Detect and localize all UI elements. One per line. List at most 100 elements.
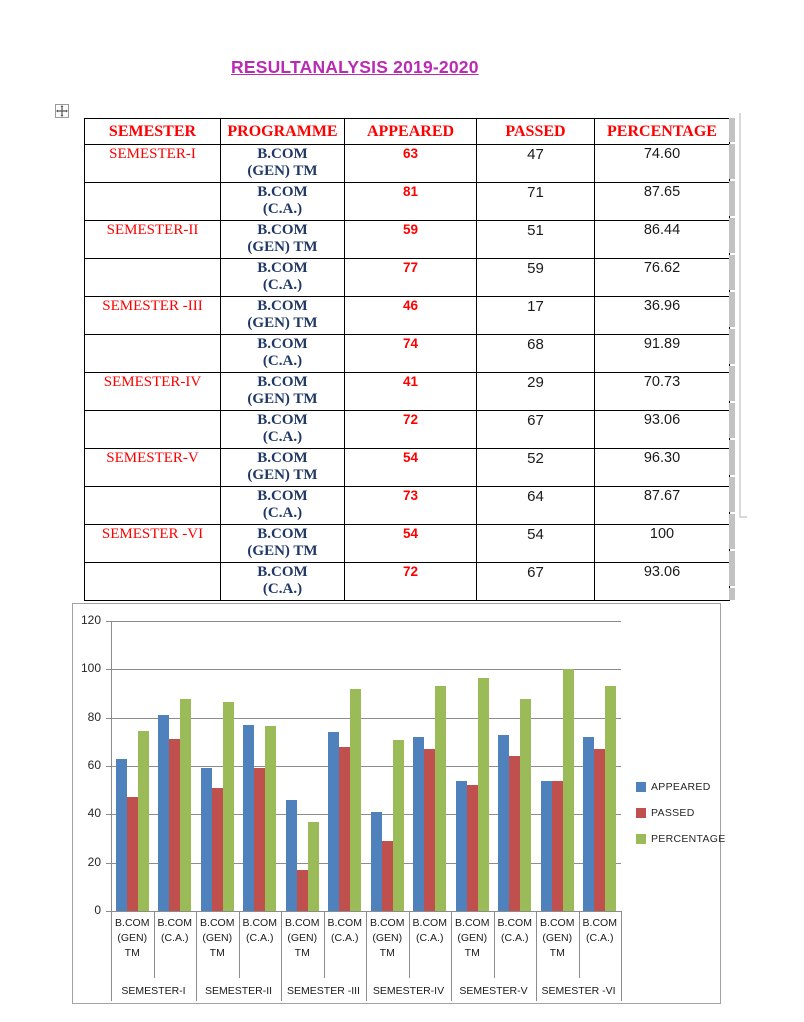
bar-appeared	[285, 799, 297, 911]
bar-percentage	[222, 702, 234, 911]
passed-cell[interactable]: 54	[476, 524, 595, 563]
percentage-cell[interactable]: 93.06	[594, 410, 730, 449]
semester-cell[interactable]	[84, 486, 221, 525]
y-axis-label: 80	[87, 709, 101, 724]
header-programme[interactable]: PROGRAMME	[220, 118, 345, 145]
percentage-cell[interactable]: 76.62	[594, 258, 730, 297]
programme-cell[interactable]: B.COM (GEN) TM	[220, 144, 345, 183]
header-appeared[interactable]: APPEARED	[344, 118, 477, 145]
y-axis-tick	[106, 766, 111, 767]
appeared-cell[interactable]: 77	[344, 258, 477, 297]
percentage-cell[interactable]: 87.67	[594, 486, 730, 525]
programme-cell[interactable]: B.COM (GEN) TM	[220, 524, 345, 563]
appeared-cell[interactable]: 73	[344, 486, 477, 525]
semester-cell[interactable]: SEMESTER-IV	[84, 372, 221, 411]
x-category-label: B.COM (GEN) TM	[370, 917, 405, 960]
passed-cell[interactable]: 29	[476, 372, 595, 411]
programme-line-1: B.COM	[257, 526, 308, 542]
passed-cell[interactable]: 51	[476, 220, 595, 259]
programme-cell[interactable]: B.COM (C.A.)	[220, 562, 345, 601]
appeared-cell[interactable]: 59	[344, 220, 477, 259]
bar-passed	[466, 785, 478, 911]
table-strip-segment	[729, 218, 735, 253]
passed-cell[interactable]: 52	[476, 448, 595, 487]
programme-line-2: (GEN) TM	[247, 391, 318, 408]
table-row: SEMESTER -III B.COM (GEN) TM 46 17 36.96	[84, 296, 730, 335]
semester-cell[interactable]	[84, 334, 221, 373]
programme-line-1: B.COM	[257, 184, 308, 200]
appeared-cell[interactable]: 54	[344, 524, 477, 563]
appeared-cell[interactable]: 41	[344, 372, 477, 411]
passed-cell[interactable]: 67	[476, 562, 595, 601]
table-row: B.COM (C.A.) 77 59 76.62	[84, 258, 730, 297]
appeared-cell[interactable]: 74	[344, 334, 477, 373]
percentage-cell[interactable]: 93.06	[594, 562, 730, 601]
page-title[interactable]: RESULTANALYSIS 2019-2020	[231, 57, 479, 77]
percentage-cell[interactable]: 36.96	[594, 296, 730, 335]
programme-cell[interactable]: B.COM (C.A.)	[220, 486, 345, 525]
appeared-cell[interactable]: 72	[344, 410, 477, 449]
x-category-label: B.COM (GEN) TM	[115, 917, 150, 960]
passed-cell[interactable]: 68	[476, 334, 595, 373]
table-row: B.COM (C.A.) 72 67 93.06	[84, 410, 730, 449]
appeared-cell[interactable]: 46	[344, 296, 477, 335]
passed-cell[interactable]: 47	[476, 144, 595, 183]
semester-cell[interactable]: SEMESTER-II	[84, 220, 221, 259]
appeared-cell[interactable]: 72	[344, 562, 477, 601]
programme-cell[interactable]: B.COM (C.A.)	[220, 334, 345, 373]
passed-cell[interactable]: 67	[476, 410, 595, 449]
x-category-label: B.COM (C.A.)	[157, 917, 192, 945]
semester-cell[interactable]	[84, 562, 221, 601]
percentage-cell[interactable]: 96.30	[594, 448, 730, 487]
bar-passed	[424, 749, 436, 911]
semester-cell[interactable]	[84, 182, 221, 221]
header-percentage[interactable]: PERCENTAGE	[594, 118, 730, 145]
semester-cell[interactable]: SEMESTER-V	[84, 448, 221, 487]
percentage-cell[interactable]: 70.73	[594, 372, 730, 411]
percentage-cell[interactable]: 74.60	[594, 144, 730, 183]
appeared-cell[interactable]: 63	[344, 144, 477, 183]
semester-cell[interactable]: SEMESTER -VI	[84, 524, 221, 563]
percentage-cell[interactable]: 87.65	[594, 182, 730, 221]
passed-cell[interactable]: 71	[476, 182, 595, 221]
gridline	[111, 766, 621, 767]
x-group-label: SEMESTER-V	[459, 985, 528, 997]
y-axis-label: 100	[80, 661, 101, 676]
programme-line-1: B.COM	[257, 564, 308, 580]
programme-cell[interactable]: B.COM (GEN) TM	[220, 372, 345, 411]
percentage-cell[interactable]: 91.89	[594, 334, 730, 373]
passed-cell[interactable]: 64	[476, 486, 595, 525]
x-group-label: SEMESTER -VI	[541, 985, 616, 997]
page-artifact-line	[739, 113, 741, 517]
y-axis-tick	[106, 621, 111, 622]
percentage-cell[interactable]: 86.44	[594, 220, 730, 259]
semester-cell[interactable]	[84, 410, 221, 449]
table-right-strip	[729, 118, 735, 602]
semester-cell[interactable]: SEMESTER-I	[84, 144, 221, 183]
semester-cell[interactable]: SEMESTER -III	[84, 296, 221, 335]
header-passed[interactable]: PASSED	[476, 118, 595, 145]
bar-percentage	[137, 730, 149, 911]
programme-cell[interactable]: B.COM (GEN) TM	[220, 220, 345, 259]
passed-cell[interactable]: 59	[476, 258, 595, 297]
bar-appeared	[455, 780, 467, 911]
category-separator	[621, 911, 622, 1001]
programme-cell[interactable]: B.COM (GEN) TM	[220, 296, 345, 335]
percentage-cell[interactable]: 100	[594, 524, 730, 563]
legend-swatch-percentage	[636, 834, 646, 844]
semester-cell[interactable]	[84, 258, 221, 297]
programme-cell[interactable]: B.COM (C.A.)	[220, 258, 345, 297]
table-move-handle-icon[interactable]	[55, 104, 69, 118]
bar-passed	[381, 840, 393, 911]
chart-legend: APPEARED PASSED PERCENTAGE	[636, 774, 726, 852]
y-axis-line	[111, 621, 112, 911]
programme-cell[interactable]: B.COM (GEN) TM	[220, 448, 345, 487]
programme-cell[interactable]: B.COM (C.A.)	[220, 410, 345, 449]
bar-appeared	[540, 780, 552, 911]
appeared-cell[interactable]: 81	[344, 182, 477, 221]
passed-cell[interactable]: 17	[476, 296, 595, 335]
appeared-cell[interactable]: 54	[344, 448, 477, 487]
header-semester[interactable]: SEMESTER	[84, 118, 221, 145]
programme-cell[interactable]: B.COM (C.A.)	[220, 182, 345, 221]
